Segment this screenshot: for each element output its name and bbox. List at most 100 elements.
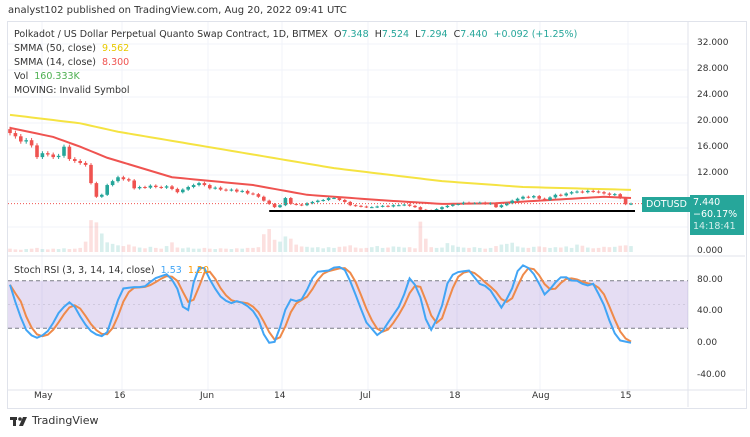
volume-bar xyxy=(132,246,136,252)
volume-bar xyxy=(542,247,547,252)
volume-bar xyxy=(267,229,271,252)
volume-bar xyxy=(537,246,541,252)
stoch-d-line xyxy=(9,267,632,343)
volume-bar xyxy=(143,248,147,252)
candle xyxy=(299,204,304,206)
volume-bar xyxy=(191,248,196,252)
tradingview-brand: TradingView xyxy=(32,414,99,427)
tradingview-logo-icon xyxy=(10,416,27,426)
volume-bar xyxy=(208,248,212,252)
candle xyxy=(213,187,217,189)
stoch-k-line xyxy=(9,264,632,344)
candle xyxy=(380,205,385,207)
stoch-legend[interactable]: Stoch RSI (3, 3, 14, 14, close) 1.53 1.2… xyxy=(14,265,209,276)
volume-bar xyxy=(407,247,412,252)
tradingview-logo[interactable]: TradingView xyxy=(10,414,98,427)
volume-bar xyxy=(283,236,288,252)
volume-bar xyxy=(359,248,363,252)
candle xyxy=(89,164,93,184)
candle xyxy=(143,187,147,188)
volume-bar xyxy=(73,248,77,252)
low-label: L xyxy=(415,29,421,40)
candle xyxy=(451,204,455,206)
volume-bar xyxy=(478,247,482,252)
volume-bar xyxy=(526,247,531,252)
time-axis-label: 14 xyxy=(274,391,286,401)
volume-bar xyxy=(456,246,460,252)
smma14-legend[interactable]: SMMA (14, close) 8.300 xyxy=(14,57,129,68)
volume-bar xyxy=(197,248,201,252)
stoch-axis-label: -40.00 xyxy=(697,369,727,380)
volume-bar xyxy=(326,247,331,252)
price-axis-label: 24.000 xyxy=(697,90,729,100)
volume-bar xyxy=(499,244,504,252)
candle xyxy=(375,206,379,208)
candle xyxy=(321,200,325,201)
volume-bar xyxy=(618,245,622,252)
candle xyxy=(370,207,374,209)
candle xyxy=(267,200,271,204)
candle xyxy=(235,189,239,192)
candle xyxy=(62,146,66,156)
candle xyxy=(13,133,18,137)
candle xyxy=(170,186,174,189)
candle xyxy=(542,198,547,200)
last-price: 7.440 xyxy=(693,197,721,208)
candle xyxy=(29,140,34,146)
volume-bar xyxy=(272,239,277,252)
high-label: H xyxy=(374,29,382,40)
volume-bar xyxy=(40,249,45,252)
volume-bar xyxy=(515,246,520,252)
candle xyxy=(537,196,541,199)
volume-legend[interactable]: Vol 160.333K xyxy=(14,71,80,82)
volume-bar xyxy=(532,246,536,252)
candle xyxy=(229,189,234,191)
symbol-title[interactable]: Polkadot / US Dollar Perpetual Quanto Sw… xyxy=(14,29,328,40)
close-label: C xyxy=(453,29,461,40)
candle xyxy=(35,145,39,158)
volume-bar xyxy=(472,247,477,252)
candle xyxy=(515,198,520,201)
candle xyxy=(73,159,77,161)
stoch-axis-label: 0.00 xyxy=(697,338,718,348)
volume-bar xyxy=(613,246,617,252)
volume-bar xyxy=(451,245,455,252)
volume-bar xyxy=(116,245,120,252)
volume-bar xyxy=(321,248,325,252)
smma14-value: 8.300 xyxy=(102,57,130,68)
candle xyxy=(575,191,579,193)
candle xyxy=(521,196,525,199)
candle xyxy=(488,203,493,205)
volume-bar xyxy=(137,247,142,252)
time-axis-label: 18 xyxy=(449,391,461,401)
candle xyxy=(407,204,412,206)
smma50-legend[interactable]: SMMA (50, close) 9.562 xyxy=(14,43,129,54)
volume-bar xyxy=(13,249,18,252)
candle xyxy=(461,202,466,204)
stoch-axis-label: 80.00 xyxy=(697,274,723,285)
volume-bar xyxy=(310,247,315,252)
candle xyxy=(337,198,342,200)
time-axis-label: 16 xyxy=(114,391,126,401)
candle xyxy=(197,183,201,186)
candle xyxy=(256,194,261,197)
volume-bar xyxy=(316,247,320,252)
candle xyxy=(364,206,369,208)
candle xyxy=(440,207,444,210)
volume-bar xyxy=(424,238,428,252)
candle xyxy=(51,154,55,158)
moving-legend[interactable]: MOVING: Invalid Symbol xyxy=(14,85,130,96)
volume-bar xyxy=(46,249,50,252)
candle xyxy=(607,193,612,195)
candle xyxy=(418,207,423,210)
volume-bar xyxy=(386,247,390,252)
candle xyxy=(154,185,158,187)
candle xyxy=(602,192,606,194)
volume-bar xyxy=(294,244,298,252)
candle xyxy=(262,196,266,201)
candle xyxy=(100,194,104,197)
candle xyxy=(105,185,109,195)
low-value: 7.294 xyxy=(420,29,448,40)
volume-bar xyxy=(348,245,352,252)
